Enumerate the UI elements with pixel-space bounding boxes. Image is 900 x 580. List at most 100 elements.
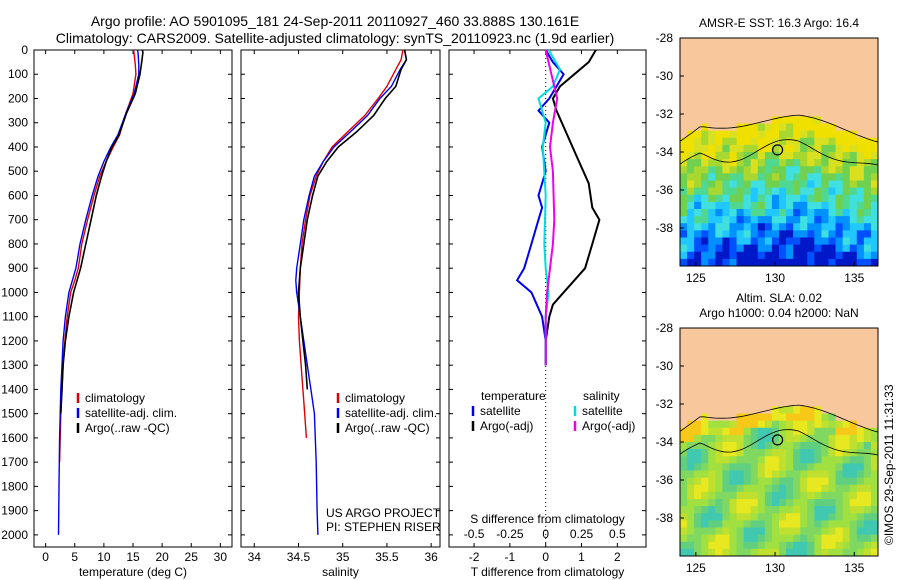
map-cell xyxy=(779,534,787,543)
map-cell xyxy=(771,109,780,117)
map-cell xyxy=(849,87,858,96)
map-cell xyxy=(680,201,688,210)
map-cell xyxy=(764,87,773,96)
map-cell xyxy=(708,223,716,231)
map-cell xyxy=(849,194,858,203)
map-cell xyxy=(743,73,752,82)
map-cell xyxy=(715,413,724,422)
map-cell xyxy=(764,52,773,60)
map-cell xyxy=(764,137,773,146)
map-cell xyxy=(828,499,837,507)
map-cell xyxy=(835,130,844,139)
map-cell xyxy=(800,420,808,429)
map-cell xyxy=(828,73,837,82)
map-cell xyxy=(764,399,773,407)
map-cell xyxy=(701,363,709,372)
map-cell xyxy=(715,385,724,393)
map-cell xyxy=(708,95,716,103)
map-cell xyxy=(835,223,844,231)
map-sla-title-2: Argo h1000: 0.04 h2000: NaN xyxy=(699,306,858,320)
map-cell xyxy=(779,427,787,436)
map-cell xyxy=(793,392,801,400)
map-cell xyxy=(849,173,858,182)
map-cell xyxy=(750,52,759,60)
map-cell xyxy=(828,216,837,224)
x-tick-label: 34 xyxy=(248,550,262,564)
temperature-panel: 0100200300400500600700800900100011001200… xyxy=(1,43,233,579)
map-cell xyxy=(701,335,709,343)
map-cell xyxy=(849,201,858,210)
map-cell xyxy=(771,130,780,139)
map-cell xyxy=(694,87,702,96)
map-cell xyxy=(807,144,815,153)
map-cell xyxy=(856,456,865,464)
map-cell xyxy=(828,520,837,529)
map-cell xyxy=(856,392,865,400)
map-cell xyxy=(779,442,787,450)
map-cell xyxy=(743,194,752,203)
map-cell xyxy=(764,370,773,379)
map-cell xyxy=(828,130,837,139)
map-cell xyxy=(694,513,702,521)
map-cell xyxy=(729,506,738,514)
map-cell xyxy=(736,328,745,336)
map-cell xyxy=(821,173,830,182)
map-cell xyxy=(701,370,709,379)
depth-tick-label: 1800 xyxy=(1,479,28,493)
map-cell xyxy=(856,527,865,536)
map-cell xyxy=(687,442,695,450)
map-cell xyxy=(856,427,865,436)
map-cell xyxy=(694,173,702,182)
map-cell xyxy=(786,463,794,472)
map-cell xyxy=(793,237,801,246)
map-cell xyxy=(786,109,794,117)
map-cell xyxy=(807,137,815,146)
map-cell xyxy=(786,223,794,231)
map-cell xyxy=(722,244,731,253)
map-cell xyxy=(722,130,731,139)
map-cell xyxy=(779,123,787,132)
series-line-climatology xyxy=(297,49,404,438)
map-cell xyxy=(842,513,851,521)
map-cell xyxy=(743,363,752,372)
depth-tick-label: 300 xyxy=(8,116,28,130)
map-cell xyxy=(708,102,716,110)
map-cell xyxy=(736,45,745,53)
map-cell xyxy=(764,95,773,103)
map-cell xyxy=(715,173,724,182)
map-cell xyxy=(800,527,808,536)
map-cell xyxy=(771,470,780,479)
map-cell xyxy=(757,244,766,253)
map-cell xyxy=(715,130,724,139)
map-cell xyxy=(715,527,724,536)
map-cell xyxy=(807,38,815,46)
map-cell xyxy=(807,363,815,372)
map-cell xyxy=(694,477,702,486)
map-cell xyxy=(701,109,709,117)
map-cell xyxy=(729,356,738,365)
map-cell xyxy=(786,413,794,422)
map-cell xyxy=(743,527,752,536)
map-cell xyxy=(856,73,865,82)
map-cell xyxy=(743,166,752,174)
map-cell xyxy=(757,95,766,103)
map-cell xyxy=(807,52,815,60)
map-cell xyxy=(743,152,752,160)
map-cell xyxy=(722,95,731,103)
map-cell xyxy=(863,442,872,450)
map-cell xyxy=(736,66,745,75)
map-cell xyxy=(842,123,851,132)
map-cell xyxy=(863,413,872,422)
map-cell xyxy=(729,534,738,543)
map-cell xyxy=(779,499,787,507)
map-cell xyxy=(757,548,766,556)
map-cell xyxy=(835,442,844,450)
map-cell xyxy=(800,230,808,239)
map-cell xyxy=(764,534,773,543)
map-cell xyxy=(729,328,738,336)
map-cell xyxy=(764,66,773,75)
map-cell xyxy=(849,137,858,146)
map-cell xyxy=(722,73,731,82)
map-cell xyxy=(736,499,745,507)
map-cell xyxy=(708,370,716,379)
